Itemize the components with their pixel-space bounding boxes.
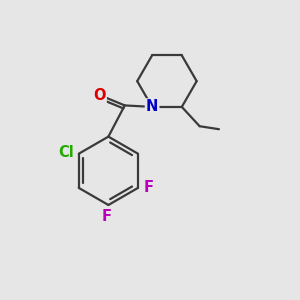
Text: Cl: Cl: [58, 145, 74, 160]
Text: F: F: [102, 209, 112, 224]
Text: N: N: [146, 99, 158, 114]
Text: F: F: [143, 180, 153, 195]
Text: O: O: [93, 88, 106, 103]
